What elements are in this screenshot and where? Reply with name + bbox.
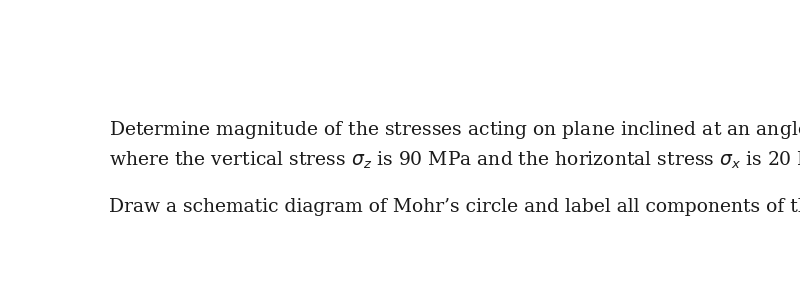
Text: where the vertical stress $\sigma_z$ is 90 MPa and the horizontal stress $\sigma: where the vertical stress $\sigma_z$ is …: [110, 149, 800, 171]
Text: Draw a schematic diagram of Mohr’s circle and label all components of the graph.: Draw a schematic diagram of Mohr’s circl…: [110, 198, 800, 216]
Text: Determine magnitude of the stresses acting on plane inclined at an angle $\theta: Determine magnitude of the stresses acti…: [110, 119, 800, 141]
